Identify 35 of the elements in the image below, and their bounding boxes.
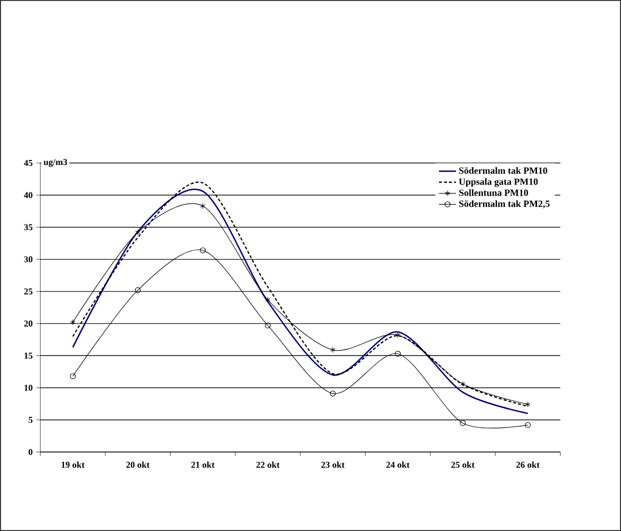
point: [264, 322, 271, 328]
y-tick-label: 15: [24, 352, 32, 359]
x-tick-label: 21 okt: [191, 462, 215, 468]
point: [134, 287, 141, 294]
y-tick-label: 40: [24, 192, 32, 198]
x-tick-label: 23 okt: [321, 462, 345, 468]
point: [330, 346, 336, 353]
point: [200, 203, 206, 209]
y-tick-label: 30: [24, 256, 32, 262]
point: [330, 390, 336, 396]
point: [265, 296, 270, 303]
legend-label: Uppsala gata PM10: [458, 178, 538, 187]
y-tick-label: 0: [28, 448, 32, 456]
x-tick-label: 24 okt: [386, 462, 410, 468]
point: [200, 247, 206, 254]
x-tick-label: 20 okt: [126, 462, 150, 468]
y-tick-label: 10: [24, 384, 32, 391]
y-tick-label: 35: [24, 224, 32, 230]
point: [460, 381, 466, 387]
y-tick-label: 45: [24, 160, 32, 166]
legend-label: Södermalm tak PM10: [459, 167, 548, 174]
legend-label: Sollentuna PM10: [459, 189, 528, 196]
point: [395, 332, 400, 338]
y-axis-title: ug/m3: [44, 159, 68, 167]
legend-label: Södermalm tak PM2,5: [459, 200, 550, 208]
y-tick-label: 20: [24, 320, 32, 327]
x-tick-label: 19 okt: [62, 462, 85, 468]
x-tick-label: 26 okt: [516, 462, 540, 468]
point: [394, 350, 401, 357]
y-tick-label: 25: [24, 288, 32, 294]
point: [135, 229, 140, 236]
x-tick-label: 22 okt: [256, 462, 280, 468]
x-tick-label: 25 okt: [451, 462, 475, 468]
y-tick-label: 5: [28, 416, 32, 423]
point: [460, 420, 466, 426]
